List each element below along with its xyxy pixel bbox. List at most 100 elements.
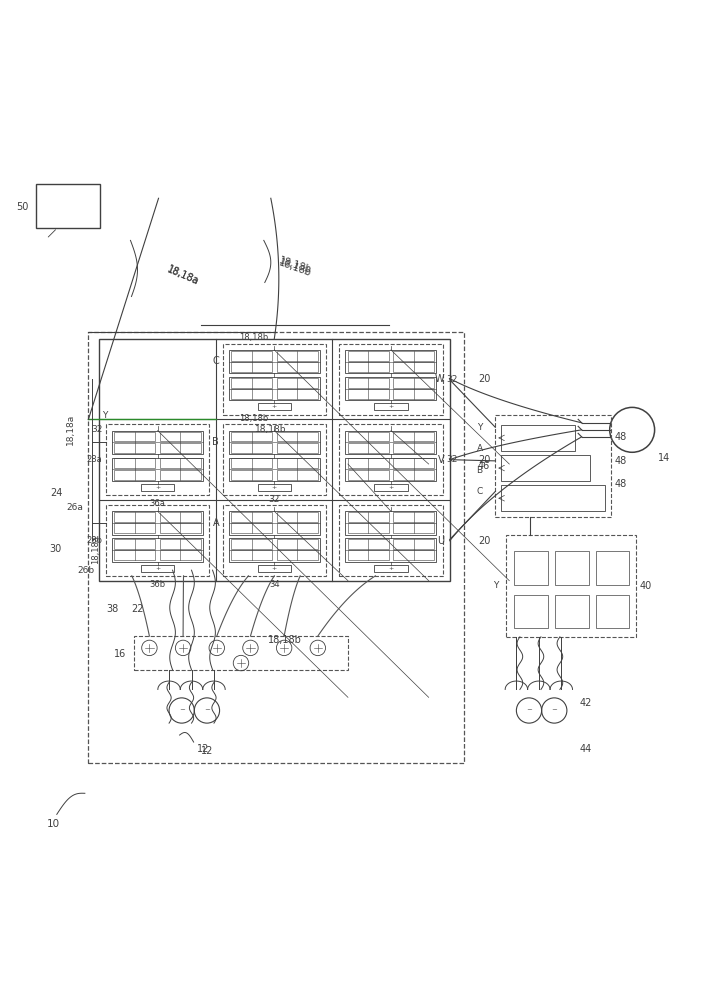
Text: Y: Y: [102, 411, 108, 420]
Bar: [506, 535, 635, 637]
Text: 32: 32: [446, 375, 457, 384]
Text: 46: 46: [477, 461, 490, 471]
Text: ~: ~: [552, 708, 557, 714]
Bar: [277, 470, 317, 480]
Bar: [348, 512, 388, 522]
Bar: [277, 443, 317, 453]
Bar: [348, 378, 388, 388]
Bar: [393, 443, 435, 453]
Text: 12: 12: [197, 744, 209, 754]
Bar: [160, 458, 201, 468]
Text: 20: 20: [478, 455, 490, 465]
Text: Y: Y: [493, 581, 499, 590]
Text: 18,18b: 18,18b: [255, 425, 287, 434]
Text: 18,18a: 18,18a: [66, 414, 75, 445]
Bar: [160, 443, 201, 453]
Text: 32: 32: [91, 425, 102, 434]
Text: 14: 14: [658, 453, 670, 463]
Bar: [223, 505, 326, 576]
Bar: [231, 362, 272, 372]
Text: 50: 50: [16, 202, 28, 212]
Bar: [160, 432, 201, 441]
Bar: [393, 523, 435, 533]
Bar: [88, 332, 464, 763]
Text: 18,18b: 18,18b: [278, 258, 313, 279]
Text: A: A: [476, 444, 483, 453]
Text: +: +: [155, 566, 160, 571]
Bar: [160, 539, 201, 549]
Bar: [229, 458, 320, 481]
Text: 24: 24: [50, 488, 62, 498]
Bar: [106, 505, 209, 576]
Bar: [114, 550, 155, 560]
Text: 20: 20: [478, 374, 490, 384]
Bar: [348, 362, 388, 372]
Text: 28a: 28a: [87, 455, 102, 464]
Bar: [114, 512, 155, 522]
Bar: [229, 377, 320, 400]
Bar: [231, 432, 272, 441]
Bar: [114, 458, 155, 468]
Bar: [114, 432, 155, 441]
Text: +: +: [388, 404, 393, 409]
Bar: [134, 636, 348, 670]
Bar: [114, 470, 155, 480]
Text: 40: 40: [639, 581, 651, 591]
Bar: [393, 389, 435, 399]
Bar: [223, 424, 326, 495]
Text: B: B: [476, 466, 483, 475]
Text: 20: 20: [478, 536, 490, 546]
Bar: [393, 432, 435, 441]
Bar: [393, 351, 435, 361]
Bar: [277, 378, 317, 388]
Text: 44: 44: [579, 744, 591, 754]
Bar: [160, 550, 201, 560]
Bar: [393, 539, 435, 549]
Text: C: C: [212, 356, 219, 366]
Bar: [114, 523, 155, 533]
Bar: [348, 443, 388, 453]
Bar: [277, 351, 317, 361]
Text: Y: Y: [477, 423, 483, 432]
Text: +: +: [155, 485, 160, 490]
Bar: [231, 351, 272, 361]
Text: 28b: 28b: [87, 536, 102, 545]
Bar: [348, 389, 388, 399]
Text: 36b: 36b: [150, 580, 165, 589]
Bar: [393, 458, 435, 468]
Text: 26b: 26b: [78, 566, 95, 575]
Bar: [514, 551, 548, 585]
Text: 18,18a: 18,18a: [165, 264, 200, 287]
Bar: [277, 458, 317, 468]
Bar: [346, 458, 437, 481]
Text: 26a: 26a: [66, 503, 83, 512]
Bar: [223, 344, 326, 415]
Bar: [112, 538, 203, 562]
Text: 38: 38: [106, 604, 119, 614]
Bar: [277, 512, 317, 522]
Text: 18,18a: 18,18a: [91, 535, 100, 564]
Text: 30: 30: [50, 544, 62, 554]
Bar: [258, 403, 291, 410]
Bar: [258, 484, 291, 491]
Bar: [339, 344, 442, 415]
Bar: [112, 511, 203, 535]
Bar: [348, 470, 388, 480]
Text: 18,18b: 18,18b: [268, 635, 302, 645]
Text: +: +: [272, 485, 277, 490]
Text: +: +: [388, 566, 393, 571]
Text: C: C: [476, 487, 483, 496]
Bar: [501, 455, 590, 481]
Bar: [160, 523, 201, 533]
Text: B: B: [212, 437, 219, 447]
Text: W: W: [435, 374, 444, 384]
Bar: [258, 565, 291, 572]
Text: 18,18a: 18,18a: [165, 265, 200, 286]
Text: +: +: [272, 566, 277, 571]
Text: +: +: [388, 485, 393, 490]
Text: 48: 48: [615, 479, 627, 489]
Bar: [229, 538, 320, 562]
Bar: [374, 565, 408, 572]
Bar: [277, 539, 317, 549]
Text: 48: 48: [615, 456, 627, 466]
